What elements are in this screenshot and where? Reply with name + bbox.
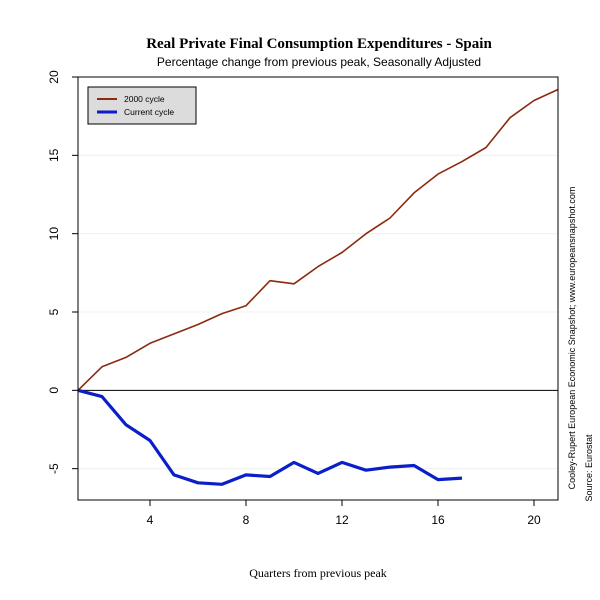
y-tick-label: 15 [47,148,61,162]
series-line-2000-cycle [77,88,559,391]
x-axis-label: Quarters from previous peak [249,566,387,580]
x-tick-label: 8 [243,513,250,527]
legend: 2000 cycle Current cycle [87,86,197,125]
chart-title: Real Private Final Consumption Expenditu… [146,36,492,52]
plot-frame [77,76,559,501]
source-attribution: Cooley-Rupert European Economic Snapshot… [567,187,577,490]
legend-label-current-cycle: Current cycle [124,107,174,117]
y-tick-label: 5 [47,308,61,315]
legend-label-2000-cycle: 2000 cycle [124,94,165,104]
series-line-current-cycle [77,388,463,486]
y-tick-label: 20 [47,70,61,84]
x-axis: 4 8 12 16 20 [147,500,541,527]
x-tick-label: 12 [335,513,349,527]
x-tick-label: 20 [527,513,541,527]
y-tick-label: 10 [47,227,61,241]
y-axis: -5 0 5 10 15 20 [47,70,78,474]
chart-subtitle: Percentage change from previous peak, Se… [157,55,481,69]
y-tick-label: 0 [47,387,61,394]
series-layer [77,88,559,486]
source-note: Source: Eurostat [584,434,594,502]
grid [78,76,558,470]
legend-box [87,86,197,125]
x-tick-label: 16 [431,513,445,527]
y-tick-label: -5 [47,463,61,474]
x-tick-label: 4 [147,513,154,527]
